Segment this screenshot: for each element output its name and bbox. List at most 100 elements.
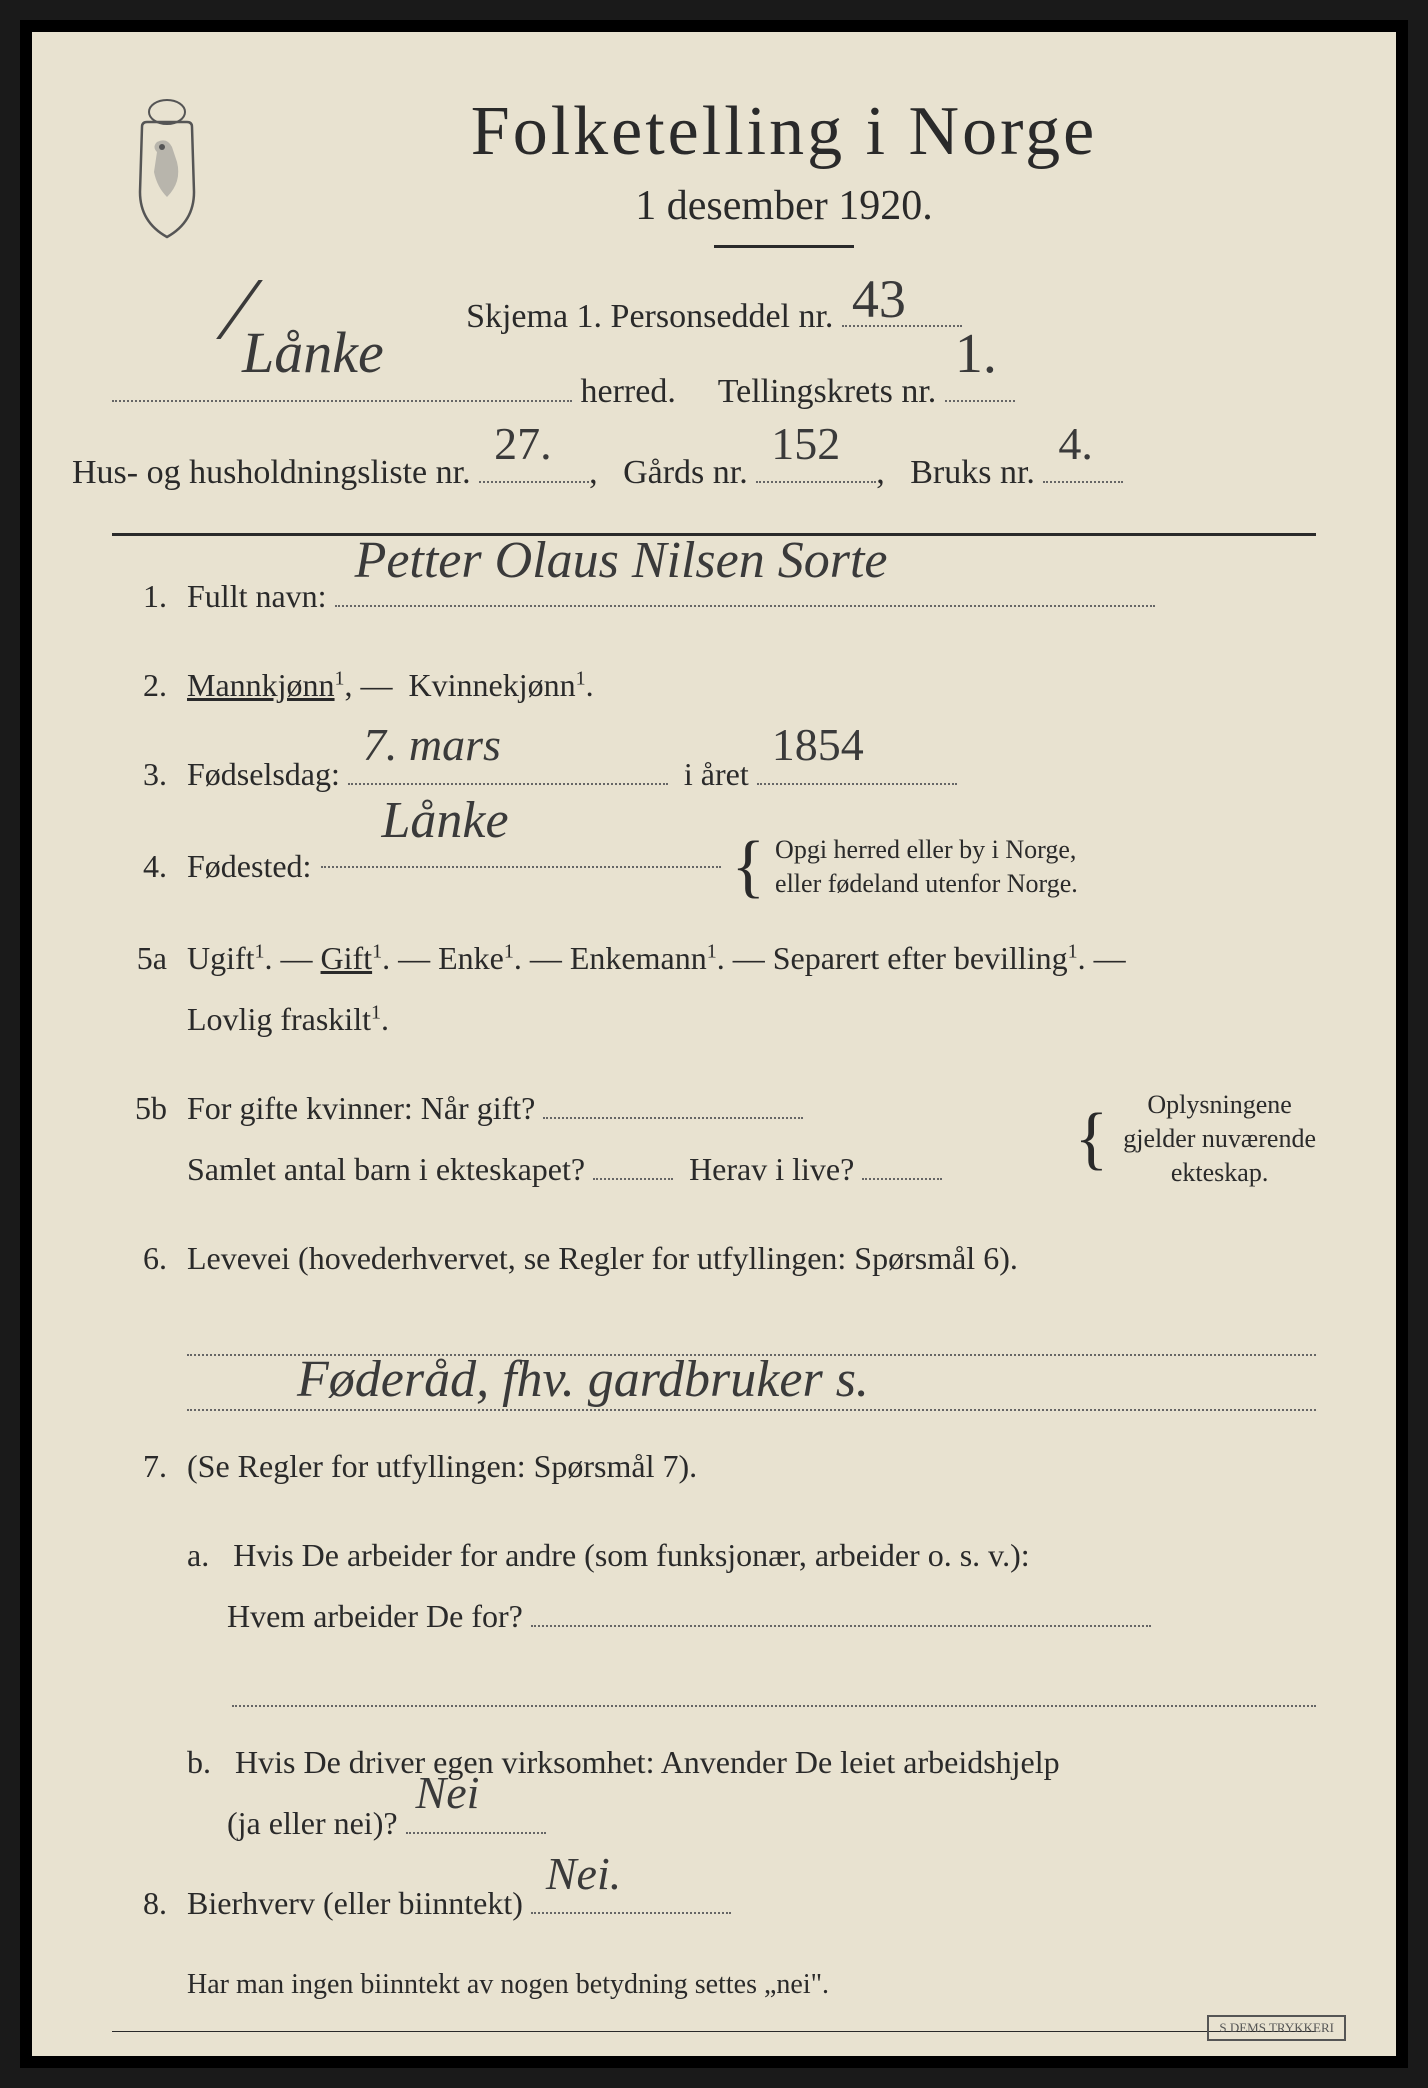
q7a-text1: Hvis De arbeider for andre (som funksjon…	[233, 1537, 1029, 1573]
q3-row: 3. Fødselsdag: 7. mars i året 1854	[112, 744, 1316, 805]
husliste-value: 27.	[494, 403, 552, 486]
q5b-num: 5b	[112, 1090, 167, 1127]
q4-note1: Opgi herred eller by i Norge,	[775, 833, 1078, 867]
q8-label: Bierhverv (eller biinntekt)	[187, 1885, 523, 1921]
q7-num: 7.	[112, 1448, 167, 1485]
census-form-page: Folketelling i Norge 1 desember 1920. ⁄ …	[20, 20, 1408, 2068]
q5b-left: For gifte kvinner: Når gift? Samlet anta…	[187, 1078, 1060, 1200]
q5a-gift: Gift	[321, 940, 373, 976]
q3-num: 3.	[112, 756, 167, 793]
q5b-live-field	[862, 1178, 942, 1180]
q5b-line2a: Samlet antal barn i ekteskapet?	[187, 1151, 585, 1187]
q6-row: 6. Levevei (hovederhvervet, se Regler fo…	[112, 1228, 1316, 1289]
q1-row: 1. Fullt navn: Petter Olaus Nilsen Sorte	[112, 566, 1316, 627]
skjema-nr-value: 43	[852, 268, 906, 330]
tellingskrets-value: 1.	[955, 304, 997, 405]
q2-kvinne: Kvinnekjønn	[409, 667, 576, 703]
q1-field: Petter Olaus Nilsen Sorte	[335, 605, 1155, 607]
q7a-label: a.	[187, 1537, 209, 1573]
herred-label: herred.	[581, 373, 676, 410]
skjema-nr-field: 43	[842, 325, 962, 327]
husliste-label: Hus- og husholdningsliste nr.	[72, 454, 471, 491]
main-title: Folketelling i Norge	[252, 92, 1316, 172]
q5b-line1: For gifte kvinner: Når gift?	[187, 1090, 535, 1126]
q6-value: Føderåd, fhv. gardbruker s.	[297, 1350, 869, 1409]
q1-value: Petter Olaus Nilsen Sorte	[355, 512, 888, 611]
gards-value: 152	[771, 403, 840, 486]
title-block: Folketelling i Norge 1 desember 1920.	[252, 92, 1316, 278]
q5b-note3: ekteskap.	[1123, 1156, 1316, 1190]
bottom-divider	[112, 2031, 1316, 2032]
q5a-enkemann: Enkemann	[570, 940, 707, 976]
header: Folketelling i Norge 1 desember 1920.	[112, 92, 1316, 278]
q1-content: Fullt navn: Petter Olaus Nilsen Sorte	[187, 566, 1316, 627]
q5b-line2b: Herav i live?	[689, 1151, 854, 1187]
q7a-text2: Hvem arbeider De for?	[227, 1598, 523, 1634]
q5b-note: Oplysningene gjelder nuværende ekteskap.	[1123, 1088, 1316, 1189]
bottom-note: Har man ingen biinntekt av nogen betydni…	[187, 1969, 1316, 2001]
q4-content: Fødested: Lånke { Opgi herred eller by i…	[187, 833, 1316, 901]
q2-sup2: 1	[576, 668, 586, 690]
q5b-barn-field	[593, 1178, 673, 1180]
q5a-content: Ugift1. — Gift1. — Enke1. — Enkemann1. —…	[187, 928, 1316, 1050]
q3-year-field: 1854	[757, 783, 957, 785]
q3-year-label: i året	[684, 756, 749, 792]
q8-value: Nei.	[546, 1830, 621, 1917]
q5b-note2: gjelder nuværende	[1123, 1122, 1316, 1156]
q8-content: Bierhverv (eller biinntekt) Nei.	[187, 1873, 1316, 1934]
q7a-line2	[232, 1667, 1316, 1707]
q7b-value: Nei	[416, 1749, 480, 1836]
q5a-ugift: Ugift	[187, 940, 255, 976]
herred-value: Lånke	[242, 301, 384, 405]
crest-svg	[112, 92, 222, 242]
q5b-gift-field	[543, 1117, 803, 1119]
herred-row: Lånke herred. Tellingskrets nr. 1.	[112, 361, 1316, 422]
husliste-field: 27.	[479, 481, 589, 483]
gards-label: Gårds nr.	[623, 454, 748, 491]
herred-field: Lånke	[112, 400, 572, 402]
q7b-text1: Hvis De driver egen virksomhet: Anvender…	[235, 1744, 1060, 1780]
bruks-value: 4.	[1058, 403, 1093, 486]
q5a-enke: Enke	[438, 940, 504, 976]
q4-value: Lånke	[381, 772, 508, 871]
q6-content: Levevei (hovederhvervet, se Regler for u…	[187, 1228, 1316, 1289]
q1-label: Fullt navn:	[187, 578, 327, 614]
q6-label: Levevei (hovederhvervet, se Regler for u…	[187, 1240, 1018, 1276]
q7-content: (Se Regler for utfyllingen: Spørsmål 7).	[187, 1436, 1316, 1497]
skjema-label: Skjema 1. Personseddel nr.	[466, 298, 833, 335]
bruks-label: Bruks nr.	[910, 454, 1035, 491]
q2-mann: Mannkjønn	[187, 667, 335, 703]
q4-num: 4.	[112, 848, 167, 885]
q7a-field	[531, 1625, 1151, 1627]
q5a-lovlig: Lovlig fraskilt	[187, 1001, 371, 1037]
q5b-note1: Oplysningene	[1123, 1088, 1316, 1122]
q3-label: Fødselsdag:	[187, 756, 340, 792]
q7-row: 7. (Se Regler for utfyllingen: Spørsmål …	[112, 1436, 1316, 1497]
title-divider	[714, 245, 854, 248]
q7b-text2: (ja eller nei)?	[227, 1805, 398, 1841]
subtitle: 1 desember 1920.	[252, 182, 1316, 230]
q2-sup1: 1	[335, 668, 345, 690]
q5b-row: 5b For gifte kvinner: Når gift? Samlet a…	[112, 1078, 1316, 1200]
q5a-num: 5a	[112, 940, 167, 977]
q4-note: Opgi herred eller by i Norge, eller føde…	[775, 833, 1078, 901]
printer-stamp: S DEMS TRYKKERI	[1207, 2015, 1346, 2041]
q5b-brace-icon: {	[1075, 1111, 1109, 1167]
coat-of-arms-icon	[112, 92, 222, 242]
q7a-row: a. Hvis De arbeider for andre (som funks…	[187, 1525, 1316, 1647]
q4-field: Lånke	[321, 866, 721, 868]
husliste-row: Hus- og husholdningsliste nr. 27. , Gård…	[72, 442, 1316, 503]
q8-row: 8. Bierhverv (eller biinntekt) Nei.	[112, 1873, 1316, 1934]
q5b-content: For gifte kvinner: Når gift? Samlet anta…	[187, 1078, 1316, 1200]
q8-field: Nei.	[531, 1912, 731, 1914]
q6-num: 6.	[112, 1240, 167, 1277]
q4-row: 4. Fødested: Lånke { Opgi herred eller b…	[112, 833, 1316, 901]
q5a-separert: Separert efter bevilling	[773, 940, 1068, 976]
q7b-field: Nei	[406, 1832, 546, 1834]
q3-content: Fødselsdag: 7. mars i året 1854	[187, 744, 1316, 805]
q4-note2: eller fødeland utenfor Norge.	[775, 867, 1078, 901]
q2-sep: , —	[345, 667, 393, 703]
q4-brace-icon: {	[731, 839, 765, 895]
q7b-label: b.	[187, 1744, 211, 1780]
q8-num: 8.	[112, 1885, 167, 1922]
